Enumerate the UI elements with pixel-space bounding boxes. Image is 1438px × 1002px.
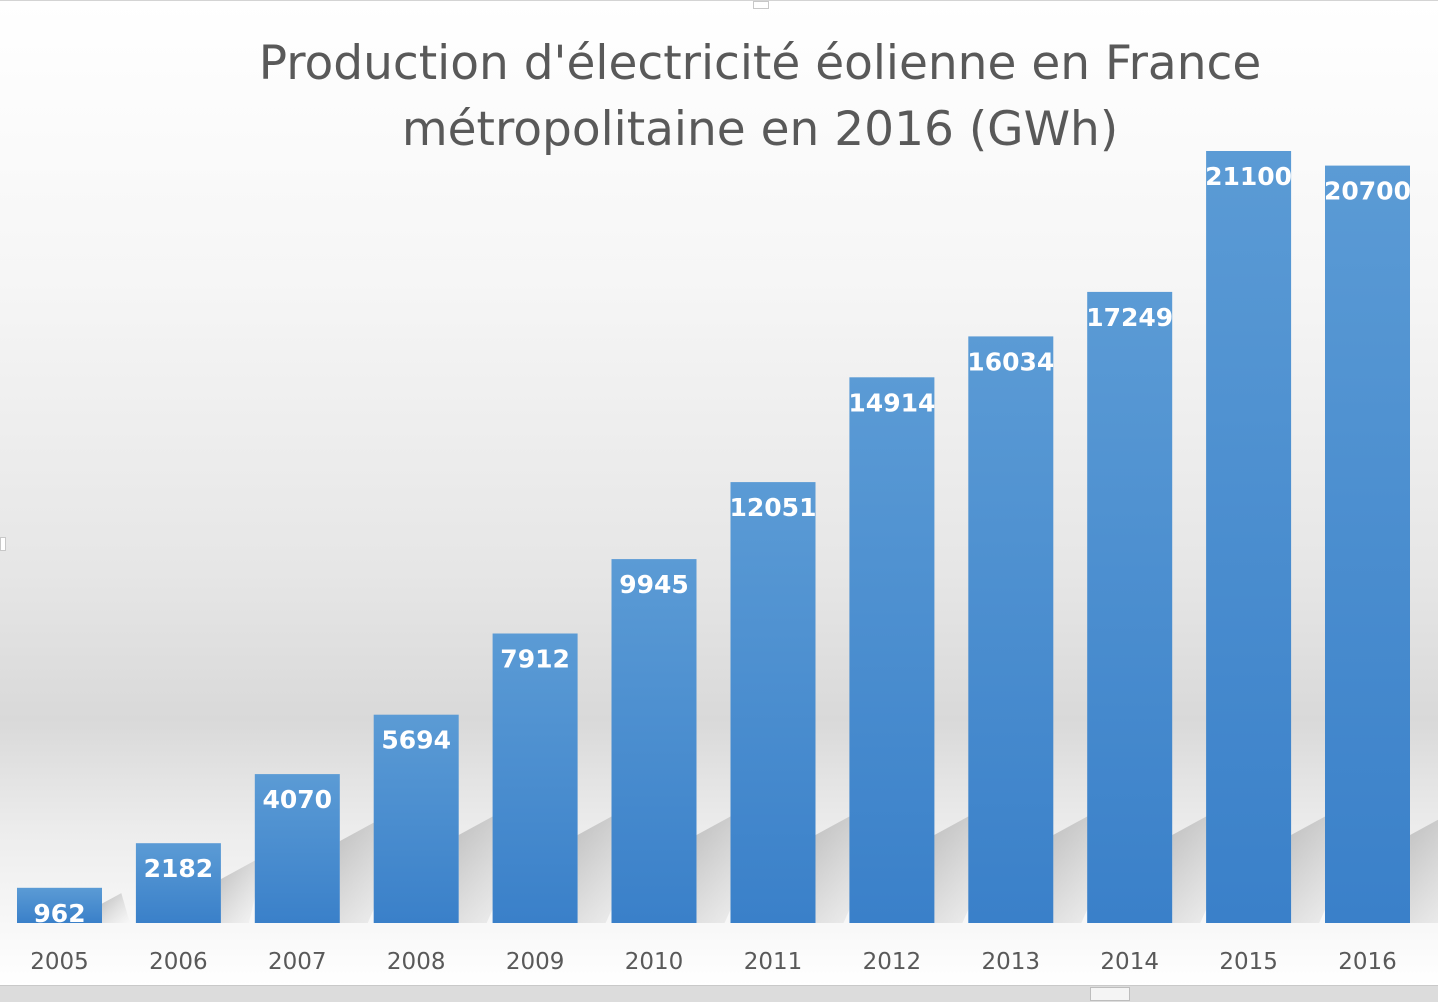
x-tick-2008: 2008 bbox=[387, 949, 446, 975]
bar-2014[interactable] bbox=[1087, 291, 1173, 923]
x-tick-2012: 2012 bbox=[863, 949, 922, 975]
x-tick-2016: 2016 bbox=[1338, 949, 1397, 975]
data-label-2011: 12051 bbox=[730, 493, 817, 522]
chart-title-line-2: métropolitaine en 2016 (GWh) bbox=[401, 102, 1119, 157]
bar-shadow bbox=[220, 855, 265, 923]
bar-shadow bbox=[101, 893, 130, 923]
bar-2015[interactable] bbox=[1206, 151, 1292, 923]
x-tick-2005: 2005 bbox=[30, 949, 89, 975]
data-label-2015: 21100 bbox=[1205, 162, 1292, 191]
bar-2005[interactable] bbox=[17, 887, 102, 923]
bar-value-labels: 962 2182 4070 5694 7912 9945 12051 14914 16034 17… bbox=[33, 162, 1411, 928]
bar-2016[interactable] bbox=[1325, 165, 1410, 924]
bar-2008[interactable] bbox=[373, 714, 459, 923]
data-label-2010: 9945 bbox=[619, 570, 689, 599]
bar-2012[interactable] bbox=[849, 377, 935, 923]
data-label-2007: 4070 bbox=[263, 785, 333, 814]
chart-title: Production d'électricité éolienne en Fra… bbox=[140, 31, 1380, 163]
bar-2010[interactable] bbox=[611, 559, 697, 923]
data-label-2013: 16034 bbox=[967, 347, 1054, 376]
data-label-2016: 20700 bbox=[1324, 177, 1411, 206]
bar-2013[interactable] bbox=[968, 336, 1054, 923]
horizontal-scrollbar[interactable] bbox=[0, 985, 1438, 1002]
resize-handle-left[interactable] bbox=[0, 537, 6, 551]
chart-title-line-1: Production d'électricité éolienne en Fra… bbox=[258, 36, 1262, 91]
scrollbar-thumb[interactable] bbox=[1090, 987, 1130, 1001]
x-tick-2010: 2010 bbox=[625, 949, 684, 975]
x-tick-2006: 2006 bbox=[149, 949, 208, 975]
bar-2009[interactable] bbox=[492, 633, 578, 924]
data-label-2006: 2182 bbox=[144, 854, 214, 883]
bar-2006[interactable] bbox=[135, 843, 221, 923]
bars bbox=[17, 151, 1410, 924]
data-label-2012: 14914 bbox=[848, 388, 935, 417]
data-label-2009: 7912 bbox=[500, 645, 570, 674]
data-label-2005: 962 bbox=[33, 899, 85, 928]
x-axis-tick-labels: 2005 2006 2007 2008 2009 2010 2011 2012 2013 2014… bbox=[30, 949, 1397, 975]
x-tick-2014: 2014 bbox=[1100, 949, 1159, 975]
x-tick-2011: 2011 bbox=[744, 949, 803, 975]
x-tick-2009: 2009 bbox=[506, 949, 565, 975]
bar-shadow bbox=[1410, 819, 1438, 923]
data-label-2008: 5694 bbox=[381, 726, 451, 755]
data-label-2014: 17249 bbox=[1086, 303, 1173, 332]
x-tick-2015: 2015 bbox=[1219, 949, 1278, 975]
bar-2007[interactable] bbox=[254, 774, 340, 923]
bar-2011[interactable] bbox=[730, 482, 816, 923]
resize-handle-top[interactable] bbox=[753, 1, 769, 9]
x-tick-2013: 2013 bbox=[982, 949, 1041, 975]
x-tick-2007: 2007 bbox=[268, 949, 327, 975]
